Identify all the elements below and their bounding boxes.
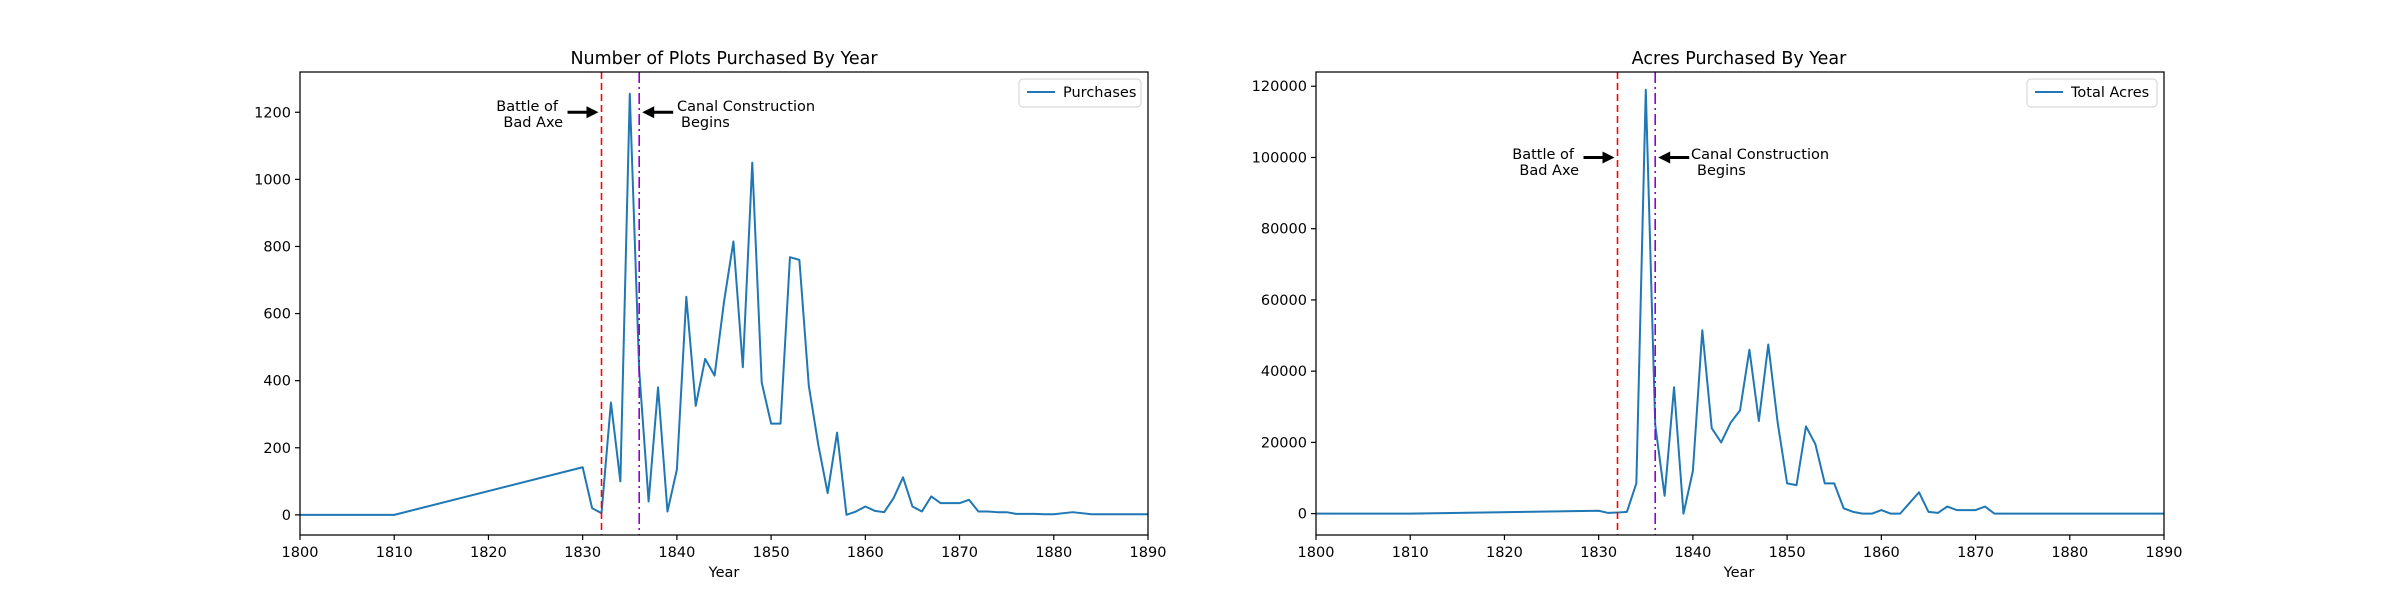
- y-tick-label: 600: [263, 307, 291, 323]
- x-tick-label: 1870: [941, 545, 978, 561]
- y-tick-label: 800: [263, 239, 291, 255]
- x-tick-label: 1810: [1392, 545, 1429, 561]
- x-tick-label: 1800: [1298, 545, 1335, 561]
- annotation-canal-line2: Begins: [681, 115, 730, 131]
- x-axis-label: Year: [1723, 565, 1755, 581]
- annotation-arrow-head-1: [1658, 151, 1670, 163]
- x-tick-label: 1850: [753, 545, 790, 561]
- series-line-0: [300, 94, 1148, 515]
- x-axis-label: Year: [708, 565, 740, 581]
- y-tick-label: 100000: [1252, 150, 1307, 166]
- x-tick-label: 1820: [1486, 545, 1523, 561]
- annotation-canal-line1: Canal Construction: [677, 99, 815, 115]
- x-tick-label: 1860: [1863, 545, 1900, 561]
- y-tick-label: 120000: [1252, 79, 1307, 95]
- y-tick-label: 40000: [1261, 364, 1307, 380]
- x-tick-label: 1880: [2051, 545, 2088, 561]
- chart-title: Acres Purchased By Year: [1632, 49, 1847, 69]
- y-tick-label: 20000: [1261, 435, 1307, 451]
- annotation-canal: Canal Construction Begins: [677, 99, 815, 131]
- annotation-arrow-head-0: [587, 106, 599, 118]
- y-tick-label: 80000: [1261, 222, 1307, 238]
- x-tick-label: 1810: [376, 545, 413, 561]
- annotation-battle-line1: Battle of: [496, 99, 559, 115]
- annotation-battle-line2: Bad Axe: [1519, 163, 1579, 179]
- y-tick-label: 1200: [254, 105, 291, 121]
- plot-frame: [1316, 72, 2164, 535]
- x-tick-label: 1890: [1130, 545, 1167, 561]
- y-tick-label: 0: [282, 508, 291, 524]
- y-tick-label: 1000: [254, 172, 291, 188]
- x-tick-label: 1850: [1769, 545, 1806, 561]
- annotation-canal-line2: Begins: [1697, 163, 1746, 179]
- legend-label: Total Acres: [2070, 85, 2149, 101]
- plots-chart: Number of Plots Purchased By Year Year P…: [254, 49, 1166, 581]
- x-tick-label: 1830: [1580, 545, 1617, 561]
- x-tick-label: 1830: [564, 545, 601, 561]
- annotation-arrow-head-0: [1603, 151, 1615, 163]
- y-tick-label: 0: [1298, 507, 1307, 523]
- annotation-battle: Battle of Bad Axe: [1512, 147, 1579, 179]
- legend-label: Purchases: [1063, 85, 1136, 101]
- annotation-canal: Canal Construction Begins: [1691, 147, 1829, 179]
- annotation-battle-line2: Bad Axe: [503, 115, 563, 131]
- y-tick-label: 60000: [1261, 293, 1307, 309]
- annotation-battle: Battle of Bad Axe: [496, 99, 563, 131]
- annotation-arrow-head-1: [642, 106, 654, 118]
- legend: Purchases: [1019, 79, 1141, 107]
- x-tick-label: 1870: [1957, 545, 1994, 561]
- acres-chart: Acres Purchased By Year Year Total Acres…: [1252, 49, 2183, 581]
- x-tick-label: 1800: [282, 545, 319, 561]
- y-tick-label: 400: [263, 374, 291, 390]
- x-tick-label: 1840: [658, 545, 695, 561]
- legend: Total Acres: [2027, 79, 2157, 107]
- y-tick-label: 200: [263, 441, 291, 457]
- x-tick-label: 1820: [470, 545, 507, 561]
- annotation-canal-line1: Canal Construction: [1691, 147, 1829, 163]
- x-tick-label: 1880: [1035, 545, 1072, 561]
- x-tick-label: 1860: [847, 545, 884, 561]
- annotation-battle-line1: Battle of: [1512, 147, 1575, 163]
- x-tick-label: 1890: [2146, 545, 2183, 561]
- chart-title: Number of Plots Purchased By Year: [570, 49, 878, 69]
- x-tick-label: 1840: [1674, 545, 1711, 561]
